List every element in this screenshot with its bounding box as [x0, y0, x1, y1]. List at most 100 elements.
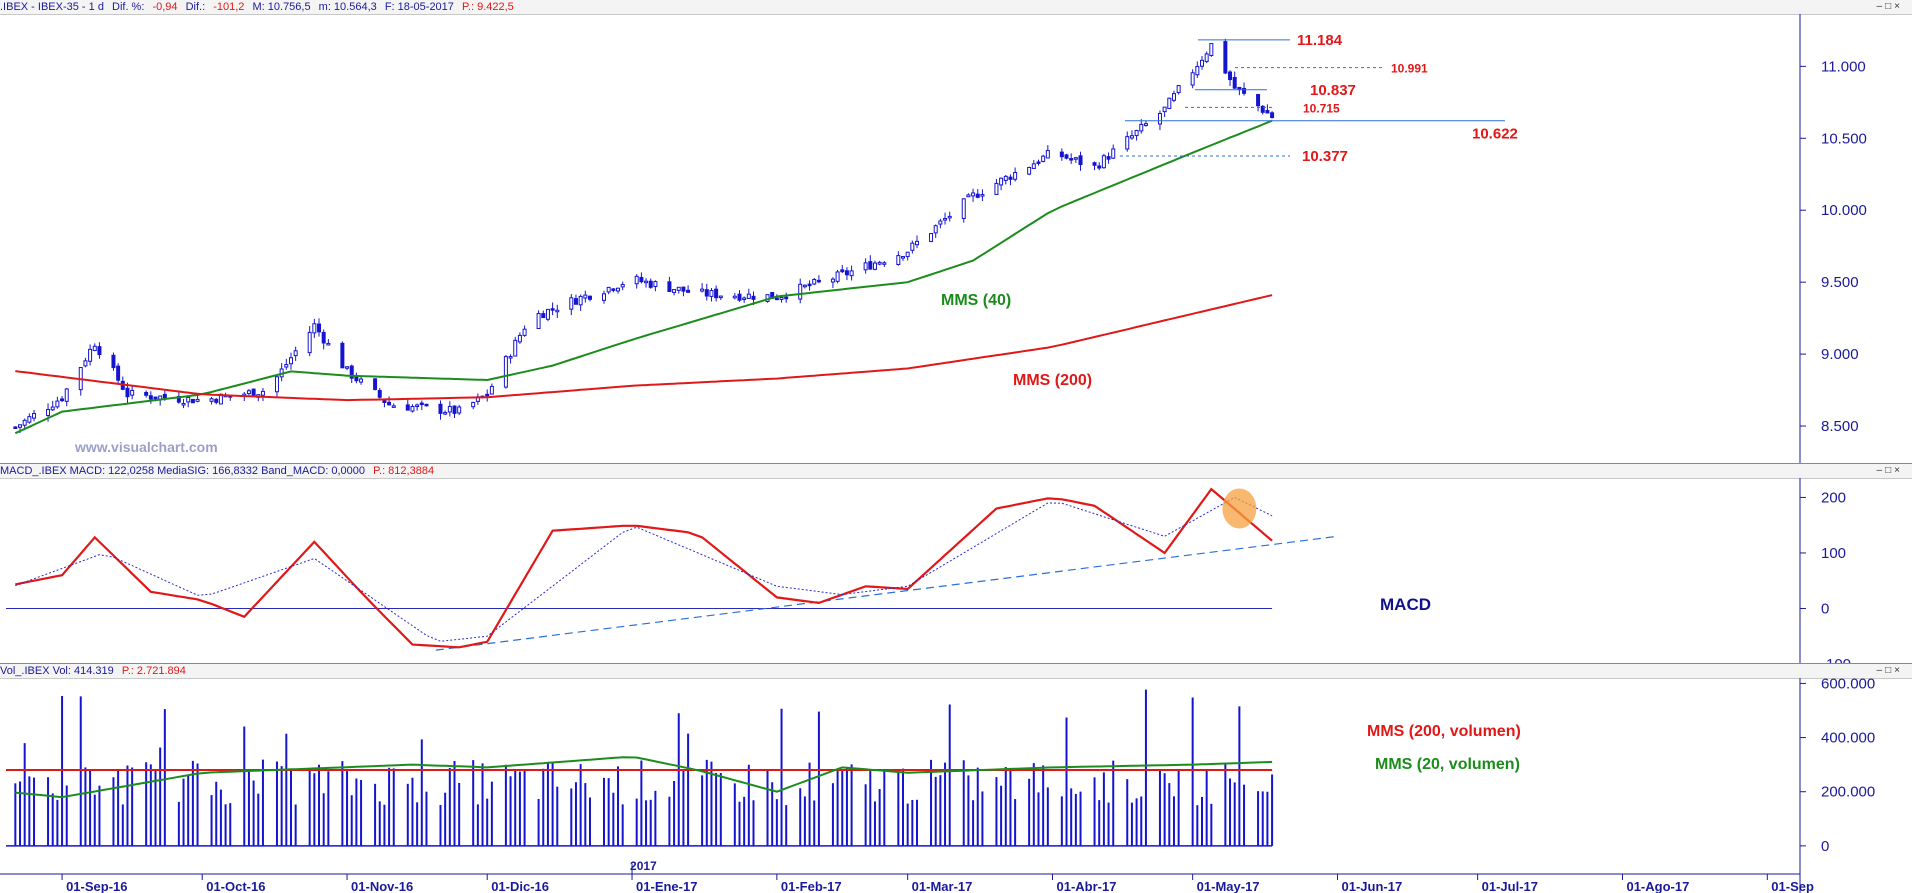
candle-body: [1232, 76, 1237, 89]
candle-body: [22, 419, 27, 426]
candle-body: [153, 396, 158, 400]
price-ytick-label: 9.000: [1821, 346, 1859, 363]
candle-body: [938, 220, 943, 225]
candle-body: [616, 287, 621, 292]
candle-body: [578, 295, 583, 306]
candle-body: [653, 281, 658, 288]
candle-body: [13, 426, 18, 429]
candle-body: [349, 365, 354, 379]
vol-header-p: P.: 2.721.894: [121, 665, 186, 677]
candle-body: [667, 281, 672, 293]
candle-body: [359, 378, 364, 383]
candle-body: [929, 233, 934, 242]
candle-body: [83, 360, 88, 367]
vol-header-text: Vol_.IBEX Vol: 414.319: [0, 665, 114, 677]
candle-body: [872, 262, 877, 270]
macd-panel[interactable]: MACD_.IBEX MACD: 122,0258 MediaSIG: 166,…: [0, 463, 1912, 664]
candle-body: [1027, 166, 1032, 175]
candle-body: [606, 286, 611, 293]
x-tick-label: 01-May-17: [1197, 879, 1260, 893]
candle-body: [686, 289, 691, 293]
candle-body: [377, 390, 382, 398]
vol-ytick-label: 400.000: [1821, 730, 1875, 747]
candle-body: [541, 313, 546, 319]
candle-body: [517, 334, 522, 343]
macd-ytick-label: -100: [1821, 656, 1851, 664]
candle-body: [971, 192, 976, 197]
candle-body: [1139, 123, 1144, 132]
candle-body: [550, 308, 555, 311]
candle-body: [1265, 110, 1270, 114]
macd-window-controls[interactable]: –□×: [1876, 465, 1903, 476]
candle-body: [980, 194, 985, 197]
vol-sma20-label: MMS (20, volumen): [1375, 756, 1520, 773]
volume-chart: 600.000 400.000 200.000 0 MMS (200, volumen)…: [0, 675, 1875, 893]
level-label: 10.991: [1391, 62, 1428, 76]
candle-body: [999, 177, 1004, 186]
candle-body: [901, 256, 905, 259]
vol-window-controls[interactable]: –□×: [1876, 665, 1903, 676]
symbol-label: .IBEX - IBEX-35 - 1 d: [0, 1, 104, 13]
dif-label: Dif.:: [185, 1, 206, 13]
candle-body: [802, 284, 807, 288]
candle-body: [1167, 97, 1172, 110]
candle-body: [1256, 94, 1261, 107]
price-ytick-label: 8.500: [1821, 418, 1859, 435]
macd-panel-header: MACD_.IBEX MACD: 122,0258 MediaSIG: 166,…: [0, 464, 1912, 479]
candle-body: [700, 288, 705, 292]
candle-body: [1101, 155, 1106, 169]
candle-body: [457, 406, 462, 414]
candle-body: [32, 413, 37, 419]
candle-body: [260, 390, 265, 396]
candle-body: [844, 270, 849, 276]
candle-body: [405, 404, 410, 411]
min-value: m: 10.564,3: [318, 1, 377, 13]
vol-sma20-line: [15, 756, 1273, 799]
candle-body: [1045, 149, 1050, 159]
candle-body: [1209, 43, 1214, 56]
window-controls[interactable]: –□×: [1876, 1, 1903, 12]
vol-sma200-label: MMS (200, volumen): [1367, 723, 1521, 740]
candle-body: [503, 356, 508, 388]
candle-body: [882, 262, 887, 265]
candle-body: [443, 411, 448, 415]
candle-body: [317, 323, 322, 333]
candle-body: [307, 331, 312, 354]
candle-body: [681, 286, 686, 292]
candle-body: [611, 288, 616, 291]
candle-body: [284, 364, 289, 368]
candle-body: [111, 354, 116, 369]
candle-body: [714, 288, 719, 299]
candle-body: [849, 270, 854, 277]
candle-body: [774, 297, 779, 301]
x-tick-label: 01-Mar-17: [912, 879, 973, 893]
candle-body: [1190, 72, 1195, 86]
price-chart: 8.500 9.000 9.500 10.000 10.500 11.000 11.184 1…: [13, 14, 1867, 463]
candle-body: [1200, 59, 1204, 67]
candle-body: [896, 255, 901, 265]
candle-body: [88, 348, 93, 362]
candle-body: [116, 365, 121, 381]
price-ytick-label: 10.500: [1821, 130, 1867, 147]
candle-body: [1129, 135, 1134, 139]
candle-body: [737, 293, 742, 301]
candle-body: [905, 251, 910, 258]
candle-body: [1204, 53, 1209, 62]
candle-body: [18, 424, 23, 428]
candle-body: [840, 269, 845, 273]
macd-line: [15, 487, 1273, 649]
level-label: 11.184: [1297, 32, 1343, 49]
candle-body: [1176, 85, 1181, 94]
candle-body: [1013, 171, 1018, 180]
volume-panel-header: Vol_.IBEX Vol: 414.319 P.: 2.721.894 –□×: [0, 664, 1912, 679]
candle-body: [190, 398, 195, 404]
price-panel[interactable]: .IBEX - IBEX-35 - 1 d Dif. %: -0,94 Dif.…: [0, 0, 1912, 463]
vol-ytick-label: 200.000: [1821, 784, 1875, 801]
candle-body: [1125, 136, 1130, 150]
candle-body: [573, 298, 578, 305]
signal-line: [15, 496, 1273, 642]
volume-panel[interactable]: Vol_.IBEX Vol: 414.319 P.: 2.721.894 –□×…: [0, 663, 1912, 893]
level-label: 10.837: [1310, 82, 1356, 99]
macd-chart: 200 100 0 -100 MACD: [6, 478, 1851, 664]
macd-label: MACD: [1380, 595, 1431, 614]
